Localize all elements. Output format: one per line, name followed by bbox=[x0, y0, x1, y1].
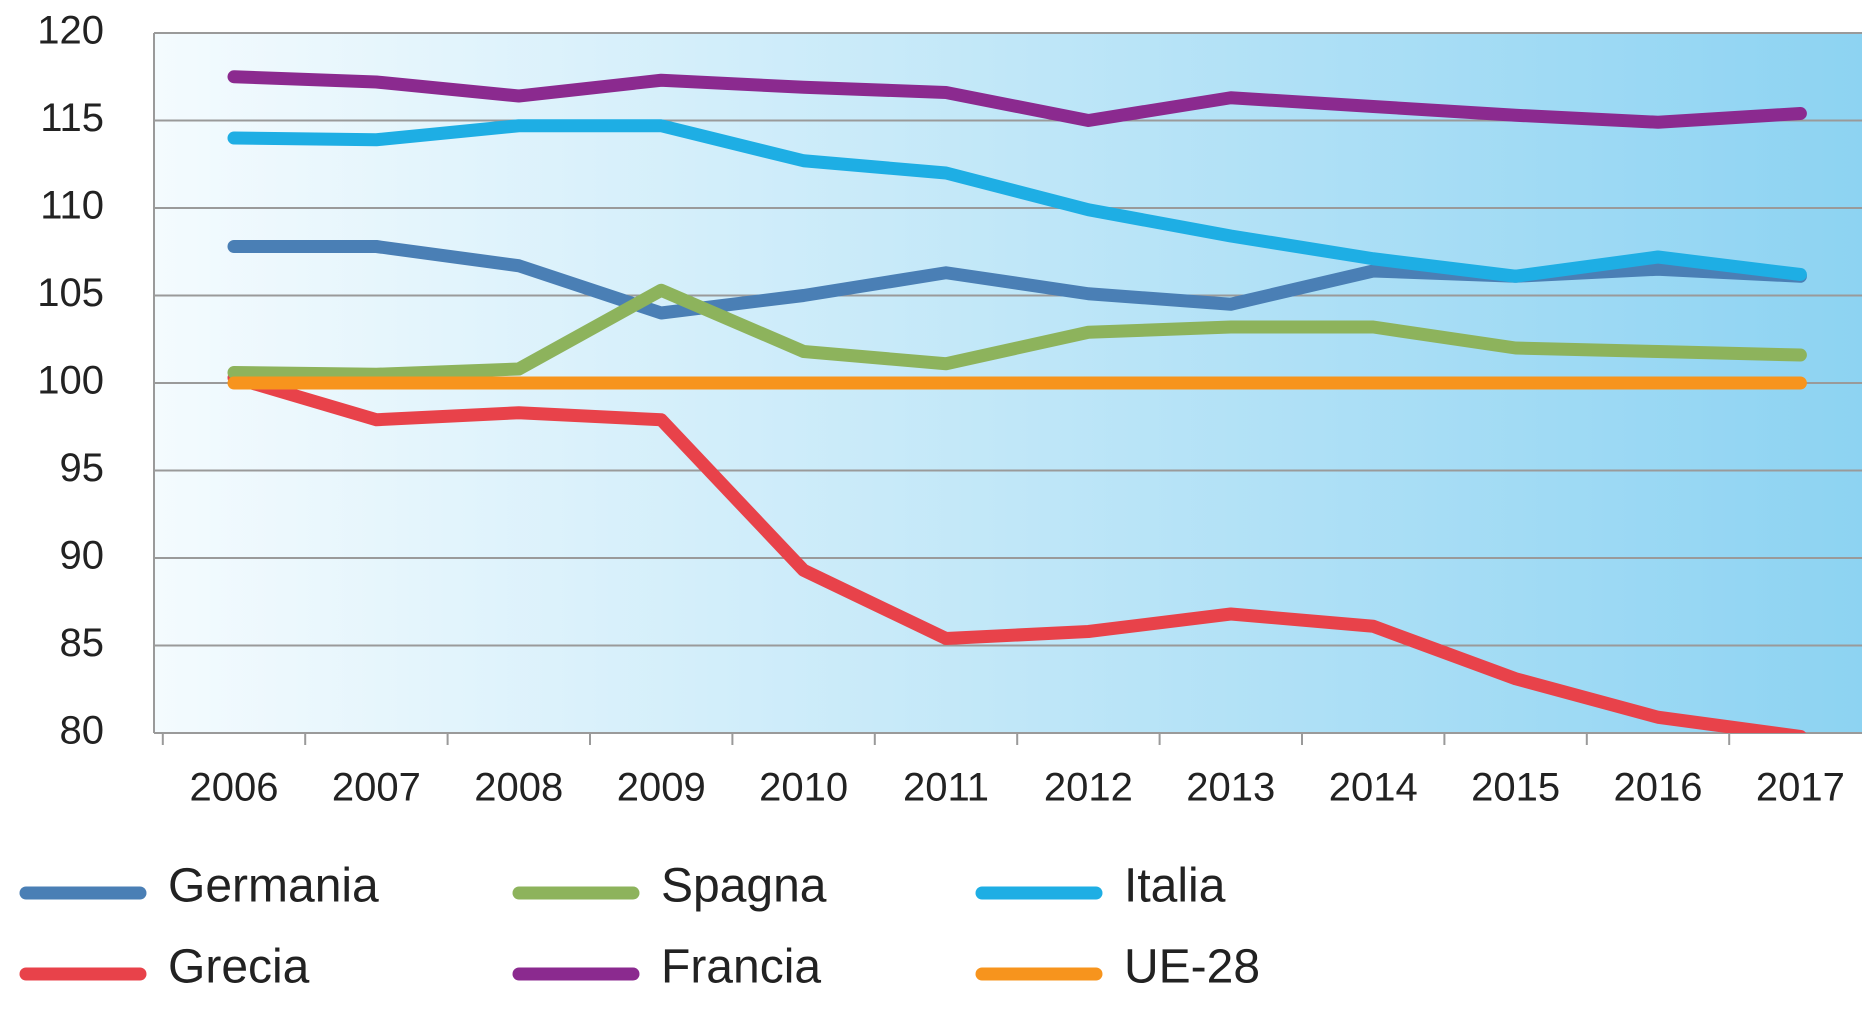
x-tick-label: 2017 bbox=[1756, 766, 1845, 810]
series-line bbox=[227, 371, 1806, 733]
series-line bbox=[227, 70, 1807, 129]
series-line bbox=[227, 283, 1807, 381]
y-tick-label: 90 bbox=[60, 534, 105, 578]
legend-label: Francia bbox=[661, 941, 821, 994]
y-tick-label: 95 bbox=[60, 446, 105, 490]
x-tick-label: 2015 bbox=[1471, 766, 1560, 810]
y-tick-label: 80 bbox=[60, 709, 105, 753]
y-tick-label: 105 bbox=[37, 271, 104, 315]
x-tick-label: 2009 bbox=[617, 766, 706, 810]
y-tick-label: 115 bbox=[40, 96, 104, 140]
legend-label: Spagna bbox=[661, 860, 827, 913]
legend-label: Italia bbox=[1124, 860, 1226, 913]
y-tick-label: 85 bbox=[60, 621, 105, 665]
x-tick-label: 2013 bbox=[1186, 766, 1275, 810]
series-line bbox=[227, 119, 1807, 283]
x-tick-label: 2016 bbox=[1614, 766, 1703, 810]
x-tick-label: 2014 bbox=[1329, 766, 1418, 810]
x-tick-label: 2010 bbox=[759, 766, 848, 810]
x-tick-label: 2007 bbox=[332, 766, 421, 810]
legend-label: UE-28 bbox=[1124, 941, 1260, 994]
legend-label: Grecia bbox=[168, 941, 310, 994]
y-tick-label: 100 bbox=[37, 359, 104, 403]
legend-label: Germania bbox=[168, 860, 379, 913]
x-tick-label: 2008 bbox=[474, 766, 563, 810]
x-tick-label: 2012 bbox=[1044, 766, 1133, 810]
x-tick-label: 2011 bbox=[903, 766, 989, 810]
y-tick-label: 110 bbox=[40, 184, 104, 228]
x-tick-label: 2006 bbox=[190, 766, 279, 810]
y-tick-label: 120 bbox=[37, 9, 104, 53]
